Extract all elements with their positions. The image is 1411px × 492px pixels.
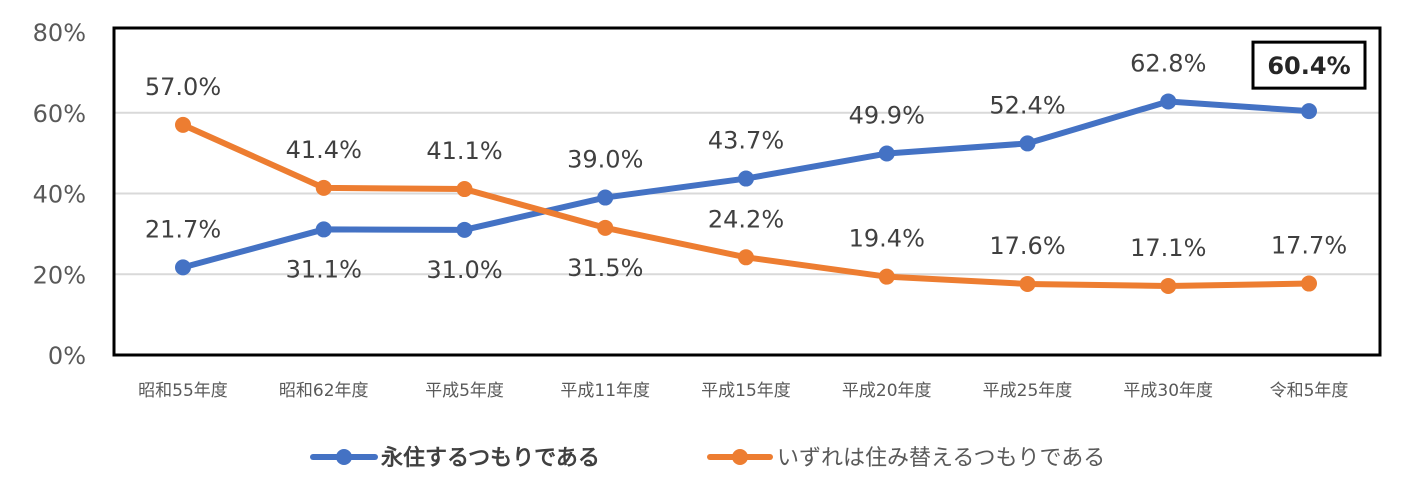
- series-group: [175, 93, 1317, 294]
- x-tick-label: 昭和55年度: [138, 381, 228, 401]
- data-point: [1160, 277, 1177, 294]
- x-tick-label: 昭和62年度: [279, 381, 369, 401]
- x-tick-label: 平成15年度: [701, 381, 791, 401]
- y-axis: 0% 20% 40% 60% 80%: [33, 19, 86, 370]
- data-label: 41.1%: [426, 137, 502, 165]
- y-tick-label: 60%: [33, 100, 86, 128]
- data-point: [456, 221, 473, 238]
- data-label: 17.6%: [989, 232, 1065, 260]
- data-point: [597, 189, 614, 206]
- data-label: 41.4%: [286, 136, 362, 164]
- legend: 永住するつもりである いずれは住み替えるつもりである: [310, 445, 1105, 471]
- data-label: 31.5%: [567, 254, 643, 282]
- x-tick-label: 平成30年度: [1123, 381, 1213, 401]
- data-label: 24.2%: [708, 205, 784, 233]
- data-point: [315, 221, 332, 238]
- data-point: [1301, 275, 1317, 292]
- x-tick-label: 令和5年度: [1270, 381, 1349, 401]
- data-point: [1301, 103, 1317, 120]
- legend-marker-orange: [732, 449, 748, 465]
- data-label: 43.7%: [708, 127, 784, 155]
- data-label: 57.0%: [145, 73, 221, 101]
- data-point: [315, 179, 332, 196]
- y-tick-label: 80%: [33, 19, 86, 47]
- data-label: 31.1%: [286, 255, 362, 283]
- highlight-label-box: [1251, 40, 1367, 90]
- data-point: [1160, 93, 1177, 110]
- data-point: [1019, 135, 1036, 152]
- y-tick-label: 40%: [33, 181, 86, 209]
- data-point: [456, 181, 473, 198]
- data-label: 19.4%: [849, 225, 925, 253]
- legend-label-permanent: 永住するつもりである: [381, 445, 600, 471]
- data-label: 39.0%: [567, 146, 643, 174]
- data-point: [738, 170, 754, 187]
- legend-item-relocate: いずれは住み替えるつもりである: [707, 446, 1105, 471]
- y-tick-label: 0%: [48, 342, 86, 370]
- data-label: 31.0%: [426, 256, 502, 284]
- data-point: [738, 249, 754, 266]
- data-label: 17.1%: [1130, 234, 1206, 262]
- data-point: [175, 259, 191, 276]
- x-tick-label: 平成5年度: [425, 381, 504, 401]
- plot-area-border: [112, 26, 1382, 357]
- data-label: 62.8%: [1130, 49, 1206, 77]
- data-point: [597, 219, 614, 236]
- legend-label-relocate: いずれは住み替えるつもりである: [777, 446, 1105, 471]
- x-tick-label: 平成25年度: [983, 381, 1073, 401]
- x-tick-label: 平成20年度: [842, 381, 932, 401]
- y-tick-label: 20%: [33, 261, 86, 289]
- data-label: 17.7%: [1271, 232, 1347, 260]
- data-label: 49.9%: [849, 102, 925, 130]
- x-axis: 昭和55年度 昭和62年度 平成5年度 平成11年度 平成15年度 平成20年度 平成25年…: [138, 381, 1348, 401]
- data-label: 52.4%: [989, 91, 1065, 119]
- data-label: 60.4%: [1267, 52, 1350, 80]
- data-point: [175, 116, 191, 133]
- data-label: 21.7%: [145, 215, 221, 243]
- data-point: [1019, 275, 1036, 292]
- legend-item-permanent: 永住するつもりである: [310, 445, 600, 471]
- data-labels: 21.7% 31.1% 31.0% 39.0% 43.7% 49.9% 52.4% 62.8%…: [145, 40, 1367, 284]
- data-point: [878, 145, 895, 162]
- legend-marker-blue: [336, 449, 352, 465]
- data-point: [878, 268, 895, 285]
- x-tick-label: 平成11年度: [560, 381, 650, 401]
